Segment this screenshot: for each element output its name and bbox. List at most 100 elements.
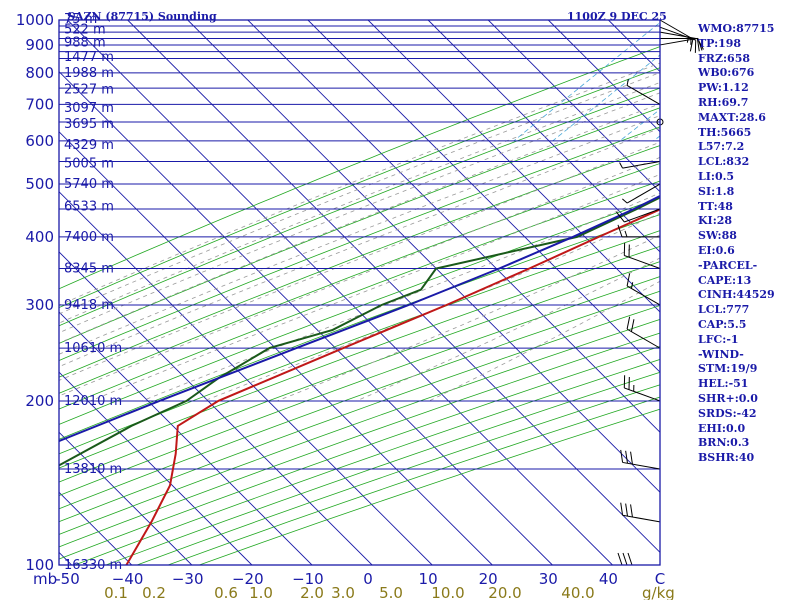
mixing-ratio-line <box>552 54 660 142</box>
height-label: 8345 m <box>64 261 114 276</box>
barb-shaft <box>622 461 661 470</box>
moist-adiabat <box>59 72 660 315</box>
wind-barb <box>616 208 661 223</box>
stat-brn: BRN:0.3 <box>698 436 750 450</box>
barb-shaft <box>622 161 661 169</box>
temp-tick-label: 30 <box>539 570 558 588</box>
dry-adiabat <box>59 332 660 548</box>
height-label: 3097 m <box>64 101 114 116</box>
dry-adiabat <box>59 276 660 497</box>
isotherm <box>59 251 373 565</box>
dry-adiabat <box>59 319 660 535</box>
stat-ei: EI:0.6 <box>698 243 735 257</box>
height-label: 2527 m <box>64 83 114 98</box>
stat-cape: CAPE:13 <box>698 273 752 287</box>
pressure-tick-label: 900 <box>25 36 54 54</box>
stat-ehi: EHI:0.0 <box>698 421 746 435</box>
barb-flag <box>625 503 628 517</box>
wind-barb <box>626 316 661 349</box>
pressure-tick-label: 300 <box>25 296 54 314</box>
barb-half-flag <box>624 230 628 238</box>
barb-flag <box>625 450 628 464</box>
temp-tick-label: −30 <box>172 570 204 588</box>
dry-adiabat <box>59 163 660 394</box>
stat-srds: SRDS:-42 <box>698 406 757 420</box>
pressure-tick-label: 600 <box>25 132 54 150</box>
temp-tick-label: −20 <box>232 570 264 588</box>
barb-shaft <box>626 84 661 105</box>
wind-barb <box>623 375 661 402</box>
stat-l57: L57:7.2 <box>698 140 745 154</box>
pressure-tick-label: 200 <box>25 392 54 410</box>
chart-grid <box>59 20 660 565</box>
isotherm <box>427 20 660 253</box>
barb-flag <box>627 552 633 566</box>
height-label: 1988 m <box>64 66 114 81</box>
height-label: 13810 m <box>64 462 122 477</box>
isotherm <box>307 20 660 373</box>
dry-adiabat <box>59 46 660 290</box>
isotherm <box>487 20 660 193</box>
dry-adiabat <box>59 197 660 425</box>
stat-maxt: MAXT:28.6 <box>698 110 766 124</box>
barb-flag <box>696 38 704 50</box>
pressure-tick-label: 700 <box>25 95 54 113</box>
mixing-ratio-line <box>619 108 660 142</box>
dewpoint-trace <box>59 196 660 467</box>
pressure-tick-label: 1000 <box>16 11 54 29</box>
pressure-unit-label: mb <box>33 570 57 588</box>
temp-tick-label: −10 <box>292 570 324 588</box>
dry-adiabat <box>59 245 660 469</box>
barb-flag <box>696 38 700 52</box>
stat-ki: KI:28 <box>698 214 733 228</box>
isotherm <box>59 191 433 565</box>
stat-li: LI:0.5 <box>698 169 735 183</box>
barb-shaft <box>659 19 694 40</box>
height-label: 75 m <box>64 12 97 27</box>
mixing-ratio-label: 0.6 <box>214 584 238 600</box>
dry-adiabat <box>59 261 660 483</box>
barb-shaft <box>626 285 661 306</box>
height-label: 10610 m <box>64 341 122 356</box>
barb-flag <box>616 211 625 223</box>
wind-barb <box>620 449 661 470</box>
barb-half-flag <box>626 79 629 86</box>
stat-tt: TT:48 <box>698 199 733 213</box>
dry-adiabat <box>59 180 660 410</box>
wind-barb <box>620 502 661 523</box>
wind-barb <box>622 183 661 204</box>
dry-adiabat <box>59 290 660 510</box>
temp-tick-label: −40 <box>112 570 144 588</box>
barb-half-flag <box>622 198 628 204</box>
temp-tick-label: 0 <box>363 570 373 588</box>
dry-adiabat <box>59 305 660 523</box>
isotherm <box>547 20 660 133</box>
barb-flag <box>617 552 623 566</box>
temp-tick-label: 10 <box>419 570 438 588</box>
stat-th: TH:5665 <box>698 125 752 139</box>
barb-flag <box>630 451 633 465</box>
stat-tp: TP:198 <box>698 36 742 50</box>
stat-cinh: CINH:44529 <box>698 288 775 302</box>
moist-adiabat <box>59 127 660 368</box>
barb-shaft <box>659 37 698 46</box>
height-label: 1477 m <box>64 50 114 65</box>
wind-barb <box>659 37 704 50</box>
mixing-ratio-label: 10.0 <box>431 584 464 600</box>
height-label: 9418 m <box>64 298 114 313</box>
barb-shaft <box>659 31 698 40</box>
barb-half-flag <box>619 162 624 169</box>
mixing-ratio-label: 1.0 <box>249 584 273 600</box>
moist-adiabat <box>59 82 660 324</box>
stat-lfc: LFC:-1 <box>698 332 739 346</box>
dry-adiabat <box>59 214 660 440</box>
barb-flag <box>620 502 624 516</box>
height-label: 522 m <box>64 23 106 38</box>
dry-adiabat <box>59 67 660 309</box>
mixing-ratio-label: 2.0 <box>300 584 324 600</box>
stat-wmo: WMO:87715 <box>698 22 775 35</box>
isotherm <box>59 371 253 565</box>
height-label: 5740 m <box>64 177 114 192</box>
barb-flag <box>620 449 624 463</box>
